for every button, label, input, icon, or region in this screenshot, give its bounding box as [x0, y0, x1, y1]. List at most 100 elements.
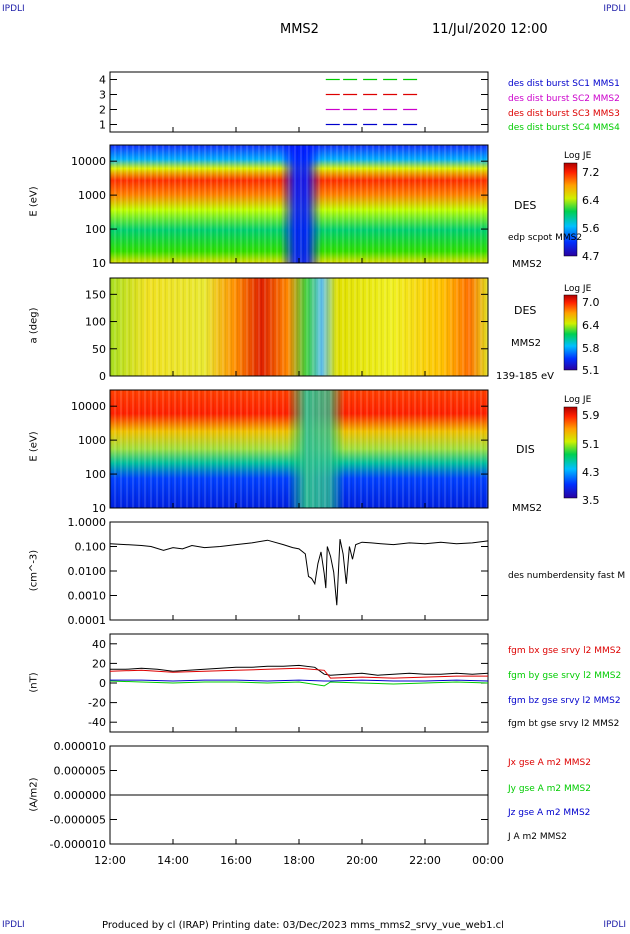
panel-density: 0.0001 0.0010 0.0100 0.100 1.0000 — [68, 516, 489, 627]
density-ytick-label-3: 0.100 — [75, 541, 107, 554]
dis-energy-ytick-label-2: 1000 — [78, 434, 106, 447]
legend-burst-mms1: des dist burst SC1 MMS1 — [508, 79, 620, 89]
bfield-series-1 — [109, 667, 488, 679]
dis-energy-ytick-label-3: 10000 — [71, 400, 106, 413]
bfield-series-2 — [109, 680, 489, 687]
current-ytick-label-1: -0.000005 — [50, 814, 106, 827]
dis-energy-label: DIS — [516, 443, 535, 456]
density-ytick-label-4: 1.0000 — [68, 516, 107, 529]
colorbar-des-energy — [563, 162, 578, 257]
bfield-ytick-label-4: 40 — [92, 638, 106, 651]
colorbar-dis-energy-title: Log JE — [564, 395, 592, 405]
bfield-series-0 — [110, 664, 489, 676]
legend-burst-mms4: des dist burst SC4 MMS4 — [508, 123, 620, 133]
current-ytick-label-2: 0.000000 — [54, 789, 107, 802]
bfield-ytick-label-3: 20 — [92, 657, 106, 670]
density-ytick-label-0: 0.0001 — [68, 614, 107, 627]
spacecraft-title: MMS2 — [280, 22, 319, 37]
bfield-series-3 — [110, 679, 489, 682]
panel-dis-energy — [109, 389, 489, 509]
xtick-label-5: 22:00 — [409, 854, 441, 867]
colorbar-des-energy-tick-4: 4.7 — [582, 250, 600, 263]
ylabel-dis-energy: E (eV) — [28, 431, 40, 462]
datetime-title: 11/Jul/2020 12:00 — [432, 22, 548, 37]
ylabel-des-energy: E (eV) — [28, 186, 40, 217]
colorbar-des-energy-tick-2: 6.4 — [582, 194, 600, 207]
dis-energy-texture — [110, 390, 488, 508]
xtick-label-3: 18:00 — [283, 854, 315, 867]
des-pitch-energy-range: 139-185 eV — [496, 371, 554, 382]
colorbar-dis-energy-bar — [563, 406, 578, 499]
ylabel-current: (A/m2) — [28, 777, 40, 812]
legend-j: J A m2 MMS2 — [508, 832, 567, 842]
des-pitch-ytick-label-1: 50 — [92, 343, 106, 356]
colorbar-des-energy-tick-1: 7.2 — [582, 166, 600, 179]
dis-energy-ytick-label-1: 100 — [85, 468, 106, 481]
legend-density: des numberdensity fast M — [508, 571, 626, 581]
des-energy-ytick-label-2: 1000 — [78, 189, 106, 202]
corner-mark-top-right: IPDLI — [603, 4, 626, 14]
panel-bfield: -40 -20 0 20 40 — [88, 633, 489, 733]
legend-jz: Jz gse A m2 MMS2 — [508, 808, 591, 818]
legend-jx: Jx gse A m2 MMS2 — [508, 758, 591, 768]
ylabel-des-pitch: a (deg) — [28, 307, 40, 344]
panel-burst: 1 2 3 4 — [99, 71, 489, 133]
legend-burst-mms3: des dist burst SC3 MMS3 — [508, 109, 620, 119]
density-frame — [109, 521, 489, 621]
current-ytick-label-4: 0.000010 — [54, 740, 107, 753]
ylabel-density: (cm^-3) — [28, 549, 40, 592]
des-energy-texture — [110, 145, 488, 263]
burst-ytick-label-3: 4 — [99, 74, 106, 87]
density-series-line — [109, 538, 489, 606]
des-pitch-ytick-label-2: 100 — [85, 316, 106, 329]
colorbar-des-energy-title: Log JE — [564, 151, 592, 161]
colorbar-dis-energy-tick-3: 4.3 — [582, 466, 600, 479]
legend-fgm-bt: fgm bt gse srvy l2 MMS2 — [508, 719, 620, 729]
des-pitch-ytick-label-3: 150 — [85, 288, 106, 301]
corner-mark-bottom-right: IPDLI — [603, 920, 626, 930]
ylabel-bfield: (nT) — [28, 672, 40, 693]
colorbar-dis-energy-tick-1: 5.9 — [582, 409, 600, 422]
xtick-label-4: 20:00 — [346, 854, 378, 867]
des-pitch-label: DES — [514, 304, 537, 317]
burst-ytick-label-0: 1 — [99, 119, 106, 132]
des-pitch-sc-label: MMS2 — [511, 338, 541, 349]
des-energy-label: DES — [514, 199, 537, 212]
colorbar-dis-energy-tick-4: 3.5 — [582, 494, 600, 507]
legend-burst-mms2: des dist burst SC2 MMS2 — [508, 94, 620, 104]
dis-energy-sc-label: MMS2 — [512, 503, 542, 514]
density-ytick-label-1: 0.0010 — [68, 590, 107, 603]
edp-scpot-label: edp scpot MMS2 — [508, 233, 583, 243]
density-ytick-label-2: 0.0100 — [68, 565, 107, 578]
colorbar-des-pitch-tick-4: 5.1 — [582, 364, 600, 377]
des-energy-ytick-label-3: 10000 — [71, 155, 106, 168]
colorbar-dis-energy-tick-2: 5.1 — [582, 438, 600, 451]
corner-mark-bottom-left: IPDLI — [2, 920, 25, 930]
xtick-label-1: 14:00 — [157, 854, 189, 867]
current-ytick-label-3: 0.000005 — [54, 765, 107, 778]
des-pitch-texture — [110, 278, 488, 376]
colorbar-dis-energy — [563, 406, 578, 499]
bfield-ytick-label-2: 0 — [99, 677, 106, 690]
colorbar-des-pitch — [563, 294, 578, 371]
colorbar-des-pitch-tick-3: 5.8 — [582, 342, 600, 355]
colorbar-des-energy-bar — [563, 162, 578, 257]
colorbar-des-pitch-tick-1: 7.0 — [582, 296, 600, 309]
panel-des-energy — [109, 144, 489, 264]
colorbar-des-pitch-tick-2: 6.4 — [582, 319, 600, 332]
legend-fgm-by: fgm by gse srvy l2 MMS2 — [508, 671, 622, 681]
colorbar-des-pitch-bar — [563, 294, 578, 371]
burst-ytick-label-2: 3 — [99, 89, 106, 102]
corner-mark-top-left: IPDLI — [2, 4, 25, 14]
burst-ytick-label-1: 2 — [99, 104, 106, 117]
footer-credit: Produced by cl (IRAP) Printing date: 03/… — [102, 920, 504, 931]
bfield-ytick-label-1: -20 — [88, 697, 106, 710]
xtick-label-6: 00:00 — [472, 854, 504, 867]
legend-fgm-bx: fgm bx gse srvy l2 MMS2 — [508, 646, 622, 656]
panel-des-pitch — [109, 277, 489, 377]
colorbar-des-pitch-title: Log JE — [564, 284, 592, 294]
des-energy-sc-label: MMS2 — [512, 259, 542, 270]
xtick-label-2: 16:00 — [220, 854, 252, 867]
burst-frame — [109, 71, 489, 133]
